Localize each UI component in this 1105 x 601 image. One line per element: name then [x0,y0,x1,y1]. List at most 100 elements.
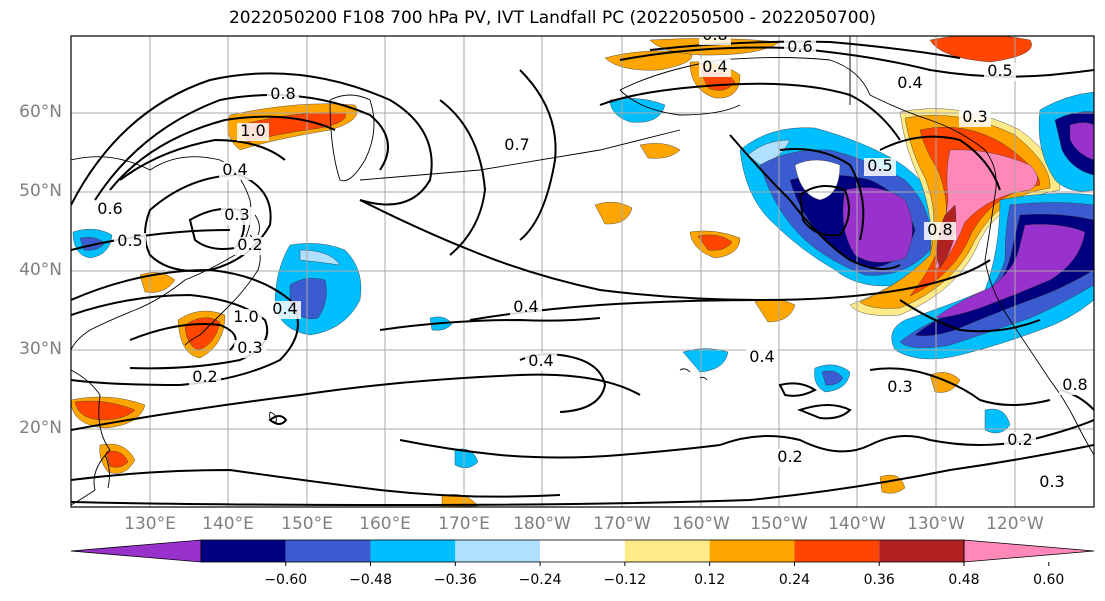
longitude-label: 160°W [672,514,730,534]
colorbar-tick-label: 0.12 [694,572,726,588]
contour-label-text: 0.8 [702,25,727,44]
shaded-region [74,400,136,421]
contour-line [379,317,601,331]
colorbar-segment [201,540,286,562]
longitude-label: 160°E [359,514,411,534]
contour-label: 0.3 [959,107,991,127]
coastline [184,234,261,346]
colorbar-tick-label: −0.48 [349,572,392,588]
contour-label: 0.6 [94,199,126,219]
contour-label-text: 0.8 [927,220,952,239]
longitude-label: 120°W [986,514,1044,534]
colorbar-segment [455,540,541,562]
contour-line [119,138,286,181]
contour-label: 0.8 [1059,375,1091,395]
contour-label: 0.4 [525,351,557,371]
longitude-label: 180°W [513,514,571,534]
contour-label: 0.4 [894,73,926,93]
contour-label: 0.2 [1004,430,1036,450]
contour-line [71,293,269,370]
shaded-region [929,36,1032,63]
colorbar-tick-label: −0.60 [264,572,308,588]
latitude-label: 50°N [19,181,62,201]
colorbar-tick-label: −0.36 [433,572,477,588]
contour-label-text: 0.7 [504,135,529,154]
coastline [269,411,277,423]
contour-line [649,40,961,59]
map-frame [70,35,1095,508]
shaded-region [604,50,693,71]
contour-line [869,367,1051,406]
colorbar-segment [879,540,964,562]
colorbar-outline [200,539,965,563]
contour-label: 0.3 [221,205,253,225]
contour-label-text: 0.6 [97,199,122,218]
contour-label-text: 0.2 [1007,430,1032,449]
contour-line [439,99,487,256]
shaded-region [697,234,733,251]
contour-label: 0.5 [984,61,1016,81]
contour-label-text: 0.2 [192,367,217,386]
coastline [699,376,708,381]
contour-line [729,134,901,270]
contour-label: 0.6 [784,37,816,57]
contour-label-text: 0.4 [272,299,297,318]
coastline [359,129,681,181]
contour-line [71,72,433,206]
coastline [619,57,986,151]
coastline [619,89,741,116]
colorbar-tick-label: −0.12 [603,572,647,588]
coastline [984,149,1076,421]
shaded-region [105,450,129,468]
contour-label: 0.3 [234,338,266,358]
contour-line [71,268,299,387]
contour-label: 0.5 [114,231,146,251]
colorbar-segment [540,540,625,562]
contour-label: 0.4 [699,57,731,77]
contour-label-text: 1.0 [240,121,265,140]
contour-label: 1.0 [230,307,262,327]
contour-label: 0.8 [924,220,956,240]
longitude-label: 170°W [593,514,651,534]
contour-label: 0.4 [746,347,778,367]
contour-label-text: 0.4 [897,73,922,92]
colorbar-segment [794,540,880,562]
latitude-label: 60°N [19,102,62,122]
contour-line [359,199,991,302]
longitude-label: 140°W [828,514,886,534]
contour-label-text: 0.6 [787,37,812,56]
contour-line [599,82,901,141]
contour-label: 0.4 [269,299,301,319]
contour-line [399,439,721,459]
contour-line [71,444,1094,507]
coastline [1074,419,1094,456]
contour-label-text: 0.4 [513,297,538,316]
contour-labels: 0.8 0.6 0.4 0.5 0.4 0.3 0.8 1.0 0.7 0.5 0.6 0.4 0.5 0… [94,25,1091,492]
contour-line [519,69,557,241]
contour-label-text: 0.3 [1039,472,1064,491]
colorbar-segment [370,540,456,562]
contour-label: 0.8 [267,84,299,104]
contour-line [778,382,817,397]
contour-line [798,185,850,237]
contour-label: 0.5 [864,156,896,176]
coastline [104,454,110,489]
contour-label: 0.8 [699,25,731,45]
contour-label: 0.2 [774,447,806,467]
coastline [679,368,691,373]
colorbar-tick-label: 0.24 [778,572,811,588]
contour-label-text: 0.2 [237,235,262,254]
contour-line [619,46,1094,78]
longitude-label: 150°E [281,514,333,534]
contour-label: 0.2 [189,367,221,387]
shaded-region [139,272,176,293]
contour-label-text: 0.5 [867,156,892,175]
contour-line [71,229,231,251]
contour-label-text: 0.3 [237,338,262,357]
shaded-region [639,143,681,159]
colorbar [70,539,1095,566]
longitude-label: 130°W [907,514,965,534]
contour-line [779,148,865,241]
colorbar-segment [709,540,795,562]
